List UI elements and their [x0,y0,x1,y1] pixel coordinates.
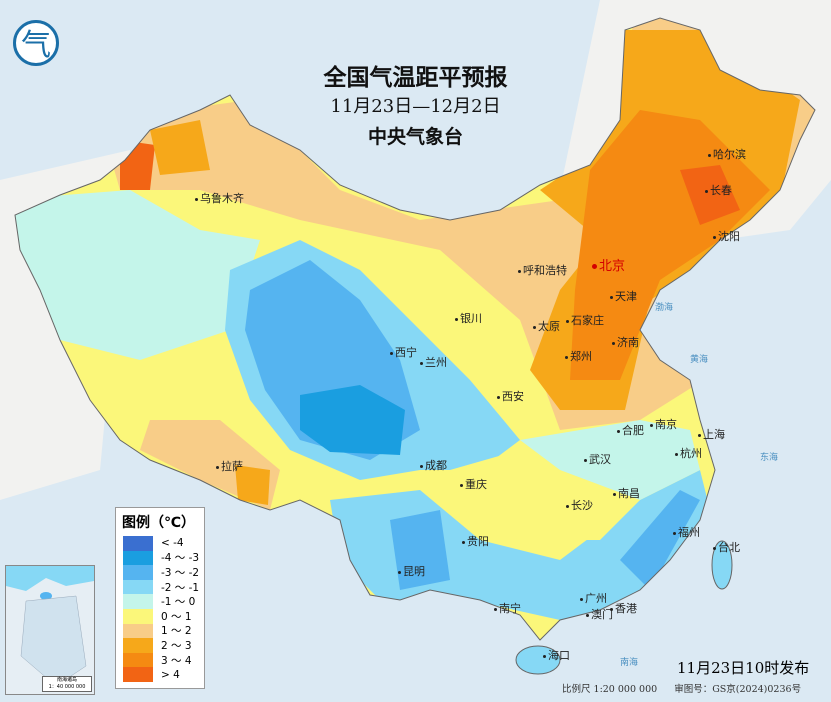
legend-label: 1 ～ 2 [161,625,192,638]
legend-label: -1 ～ 0 [161,596,196,609]
capital-label: 北京 [592,255,625,274]
city-label: 郑州 [565,348,592,364]
legend-item: 2 ～ 3 [116,638,204,653]
legend-label: 2 ～ 3 [161,639,192,652]
city-label: 西宁 [390,344,417,360]
issuer: 中央气象台 [367,126,463,148]
legend-swatch [123,667,153,682]
publish-time: 11月23日10时发布 [677,659,810,677]
legend-swatch [123,652,153,668]
city-label: 昆明 [398,563,425,579]
city-label: 武汉 [584,451,611,467]
city-label: 海口 [543,647,570,663]
city-label: 兰州 [420,354,447,370]
city-label: 重庆 [460,476,487,492]
sea-label: 渤海 [655,303,674,313]
city-label: 合肥 [617,422,644,438]
legend-label: -3 ～ -2 [161,566,200,579]
city-label: 福州 [673,524,700,540]
city-label: 南宁 [494,600,521,616]
legend-title: 图例（℃） [122,515,195,531]
legend-label: < -4 [161,537,184,550]
legend-item: -4 ～ -3 [116,550,204,566]
city-label: 西安 [497,388,524,404]
city-label: 哈尔滨 [708,146,746,162]
city-label: 银川 [455,310,482,326]
city-label: 呼和浩特 [518,262,567,278]
legend-item: > 4 [116,667,204,682]
inset-map [6,566,94,687]
city-label: 广州 [580,590,607,606]
city-label: 太原 [533,318,560,334]
legend-label: 3 ～ 4 [161,654,192,667]
city-label: 长春 [705,182,732,198]
legend-label: > 4 [161,668,180,681]
city-label: 拉萨 [216,458,243,474]
date-range: 11月23日—12月2日 [330,96,501,117]
city-label: 石家庄 [566,312,604,328]
legend-swatch [123,608,153,624]
sea-label: 黄海 [690,355,709,365]
map-scale: 比例尺 1:20 000 000 [562,684,658,695]
inset-caption: 南海诸岛 1：40 000 000 [42,676,92,692]
inset-title: 南海诸岛 [56,677,77,683]
sea-label: 南海 [620,658,639,668]
city-label: 南京 [650,416,677,432]
legend-swatch [123,579,153,595]
legend-item: -1 ～ 0 [116,594,204,609]
city-label: 南昌 [613,485,640,501]
legend-swatch [123,536,153,551]
city-label: 天津 [610,288,637,304]
legend-label: -2 ～ -1 [161,581,200,594]
city-label: 杭州 [675,445,702,461]
cma-logo: 气 [13,20,59,66]
map-approval-number: 审图号：GS京(2024)0236号 [674,684,802,695]
legend-item: < -4 [116,536,204,551]
city-label: 贵阳 [462,533,489,549]
inset-scale: 1：40 000 000 [48,684,86,690]
legend-item: -3 ～ -2 [116,565,204,580]
sea-label: 东海 [760,453,779,463]
logo-lettering: 气 [21,28,51,63]
legend-label: -4 ～ -3 [161,552,200,565]
legend-item: 3 ～ 4 [116,652,204,668]
legend-item: 1 ～ 2 [116,623,204,639]
legend-item: 0 ～ 1 [116,608,204,624]
map-title: 全国气温距平预报 [323,64,508,91]
city-label: 香港 [610,600,637,616]
city-label: 沈阳 [713,228,740,244]
legend-item: -2 ～ -1 [116,579,204,595]
south-china-sea-inset: 南海诸岛 1：40 000 000 [5,565,95,695]
city-label: 长沙 [566,497,593,513]
footer: 比例尺 1:20 000 000 审图号：GS京(2024)0236号 [562,681,815,695]
city-label: 澳门 [586,606,613,622]
legend-swatch [123,594,153,609]
legend-swatch [123,638,153,653]
city-label: 成都 [420,457,447,473]
legend-swatch [123,565,153,580]
legend-label: 0 ～ 1 [161,610,192,623]
city-label: 上海 [698,426,725,442]
legend-swatch [123,550,153,566]
city-label: 台北 [713,539,740,555]
city-label: 济南 [612,334,639,350]
legend-swatch [123,623,153,639]
city-label: 乌鲁木齐 [195,190,244,206]
